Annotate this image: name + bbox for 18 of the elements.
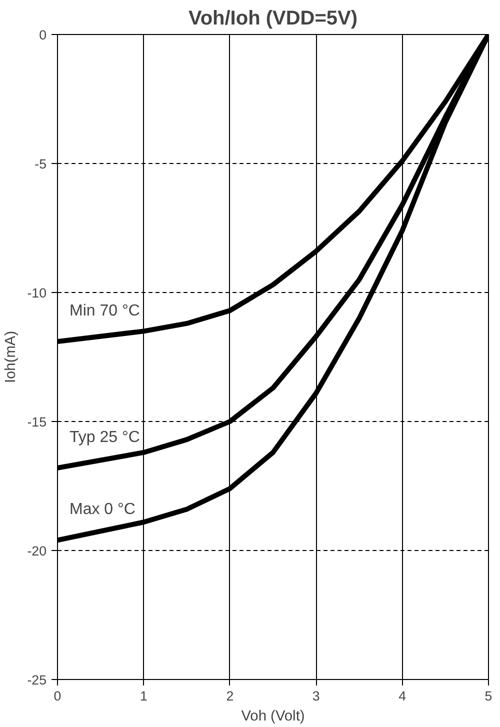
x-tick-label: 3 <box>312 688 320 704</box>
y-tick-label: -15 <box>27 414 46 430</box>
y-axis-title: Ioh(mA) <box>3 330 20 384</box>
y-tick-label: 0 <box>39 28 47 42</box>
y-tick-label: -20 <box>27 544 46 558</box>
x-axis-title: Voh (Volt) <box>241 708 305 724</box>
x-tick-label: 5 <box>484 688 492 704</box>
x-tick-label: 2 <box>226 688 234 704</box>
chart-title: Voh/Ioh (VDD=5V) <box>188 8 358 30</box>
series-label: Max 0 °C <box>70 501 136 518</box>
legend-label: Typ 25 °C <box>70 428 140 446</box>
x-tick-label: 0 <box>54 688 62 704</box>
x-tick-label: 1 <box>140 688 148 704</box>
legend-label: Min 70 °C <box>70 302 140 320</box>
y-tick-label: -25 <box>27 672 46 688</box>
y-tick-label: -5 <box>34 156 47 172</box>
x-tick-label: 4 <box>398 688 407 704</box>
y-tick-label: -10 <box>27 286 46 300</box>
